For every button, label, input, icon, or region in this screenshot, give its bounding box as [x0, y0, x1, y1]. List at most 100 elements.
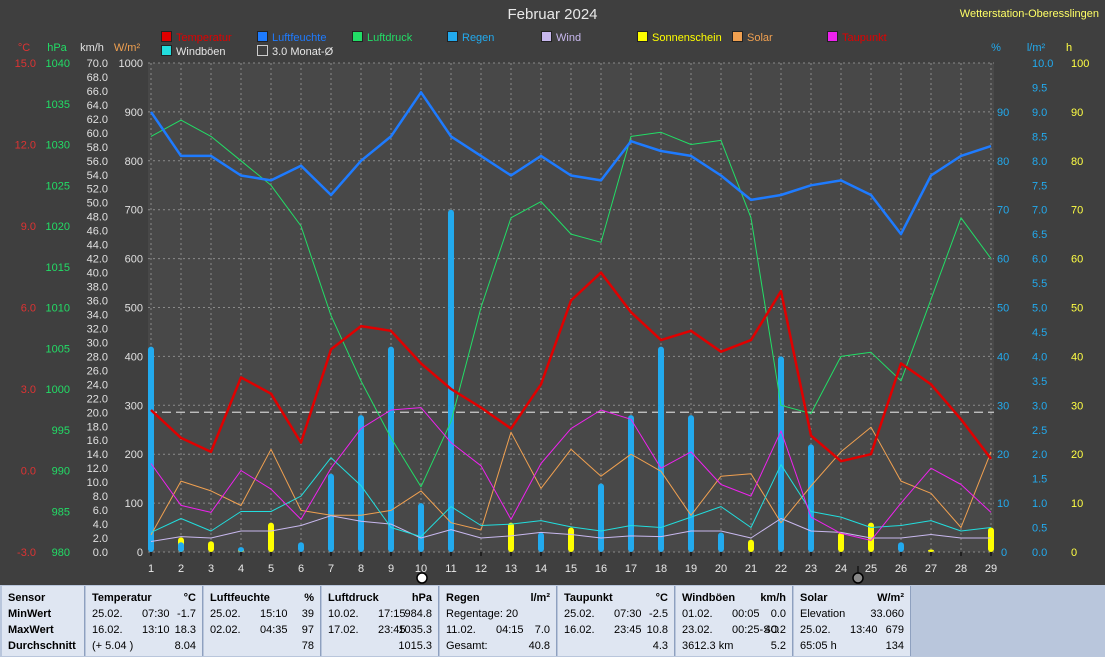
tick-label-press: 1010	[46, 303, 70, 315]
stats-row: 25.02. 15:10 39	[208, 608, 316, 623]
stats-row: 02.02. 04:35 97	[208, 624, 316, 639]
tick-label-rain: 1.0	[1032, 498, 1047, 510]
tick-label-sun: 50	[1071, 303, 1083, 315]
stats-row: 01.02. 00:05 0.0	[680, 608, 788, 623]
stats-cell: Regen	[446, 592, 480, 604]
sunshine-bar	[928, 549, 934, 552]
stats-cell: 00:05	[732, 608, 760, 620]
stats-cell: 97	[301, 624, 314, 636]
tick-label-rain: 2.0	[1032, 449, 1047, 461]
x-tick-label: 11	[445, 563, 456, 575]
rain-bar	[148, 346, 154, 552]
tick-label-press: 1020	[46, 221, 70, 233]
x-tick-label: 18	[655, 563, 667, 575]
stats-row: 4.3	[562, 640, 670, 655]
tick-label-wind: 30.0	[87, 337, 108, 349]
legend-item: Luftfeuchte	[257, 31, 326, 44]
tick-label-wind: 68.0	[87, 72, 108, 84]
tick-label-rain: 3.5	[1032, 376, 1047, 388]
tick-label-hum: 30	[997, 400, 1009, 412]
rain-bar	[538, 532, 544, 552]
tick-label-rain: 4.5	[1032, 327, 1047, 339]
x-tick-label: 24	[835, 563, 847, 575]
tick-label-temp: 15.0	[15, 58, 36, 70]
tick-label-press: 1040	[46, 58, 70, 70]
tick-label-press: 1005	[46, 343, 70, 355]
stats-row: 16.02. 23:45 10.8	[562, 624, 670, 639]
tick-label-press: 980	[52, 547, 70, 559]
legend-label: Temperatur	[176, 32, 232, 44]
sunshine-bar	[568, 527, 574, 552]
stats-row: 65:05 h 134	[798, 640, 906, 655]
stats-row: Solar W/m²	[798, 592, 906, 607]
tick-label-hum: 70	[997, 205, 1009, 217]
tick-label-temp: 9.0	[21, 221, 36, 233]
legend-swatch	[257, 45, 268, 56]
tick-label-rain: 7.5	[1032, 180, 1047, 192]
tick-label-wind: 20.0	[87, 407, 108, 419]
unit-wind: km/h	[80, 42, 104, 54]
label-max: MaxWert	[8, 624, 54, 636]
x-tick-label: 21	[745, 563, 757, 575]
stats-cell: 11.02.	[446, 624, 476, 636]
legend-label: Wind	[556, 32, 582, 44]
stats-cell: °C	[183, 592, 196, 604]
stats-cell: 18.3	[174, 624, 196, 636]
stats-block-luftdruck: Luftdruck hPa 10.02. 17:15 984.8 17.02. 23:45 1…	[322, 586, 439, 656]
legend-item: Regen	[447, 31, 494, 44]
legend-label: Taupunkt	[842, 32, 887, 44]
stats-cell: Luftfeuchte	[210, 592, 270, 604]
x-tick-label: 5	[268, 563, 274, 575]
tick-label-press: 995	[52, 425, 70, 437]
rain-bar	[808, 444, 814, 552]
x-tick-label: 1	[148, 563, 154, 575]
tick-label-rain: 3.0	[1032, 400, 1047, 412]
tick-label-wind: 16.0	[87, 435, 108, 447]
new-moon-icon	[416, 572, 428, 584]
x-tick-label: 3	[208, 563, 214, 575]
stats-cell: 0.0	[770, 608, 786, 620]
rain-bar	[178, 542, 184, 552]
rain-bar	[628, 415, 634, 552]
stats-block-luftfeuchte: Luftfeuchte% 25.02. 15:10 39 02.02. 04:35 97 78	[204, 586, 321, 656]
stats-row: Luftfeuchte%	[208, 592, 316, 607]
tick-label-solar: 200	[125, 449, 143, 461]
rain-bar	[238, 547, 244, 552]
stats-cell: 07:30	[142, 608, 170, 620]
series-line-temperatur	[150, 271, 992, 463]
legend-swatch	[161, 31, 172, 42]
tick-label-press: 990	[52, 466, 70, 478]
stats-cell: 39	[301, 608, 314, 620]
x-tick-label: 2	[178, 563, 184, 575]
tick-label-wind: 28.0	[87, 351, 108, 363]
tick-label-solar: 700	[125, 205, 143, 217]
tick-label-sun: 80	[1071, 156, 1083, 168]
tick-label-wind: 66.0	[87, 86, 108, 98]
tick-label-sun: 100	[1071, 58, 1089, 70]
tick-label-sun: 40	[1071, 351, 1083, 363]
tick-label-rain: 2.5	[1032, 425, 1047, 437]
stats-cell: Luftdruck	[328, 592, 379, 604]
x-tick-label: 13	[505, 563, 517, 575]
unit-temp: °C	[18, 42, 30, 54]
x-tick-label: 26	[895, 563, 907, 575]
stats-cell: Elevation	[800, 608, 846, 620]
stats-block-regen: Regen l/m² Regentage: 20 11.02. 04:15 7.0 Gesa…	[440, 586, 557, 656]
tick-label-wind: 40.0	[87, 268, 108, 280]
stats-cell: 25.02.	[92, 608, 123, 620]
stats-row: Luftdruck hPa	[326, 592, 434, 607]
legend-label: Luftdruck	[367, 32, 413, 44]
tick-label-wind: 14.0	[87, 449, 108, 461]
tick-label-wind: 56.0	[87, 156, 108, 168]
tick-label-hum: 50	[997, 303, 1009, 315]
tick-label-press: 985	[52, 506, 70, 518]
stats-cell: 23.02.	[682, 624, 713, 636]
stats-cell: 1015.3	[398, 640, 432, 652]
x-tick-label: 9	[388, 563, 394, 575]
tick-label-sun: 0	[1071, 547, 1077, 559]
stats-cell: Temperatur	[92, 592, 152, 604]
sunshine-bar	[838, 532, 844, 552]
stats-cell: Regentage: 20	[446, 608, 519, 620]
stats-row: Elevation 33.060	[798, 608, 906, 623]
tick-label-solar: 1000	[119, 58, 143, 70]
